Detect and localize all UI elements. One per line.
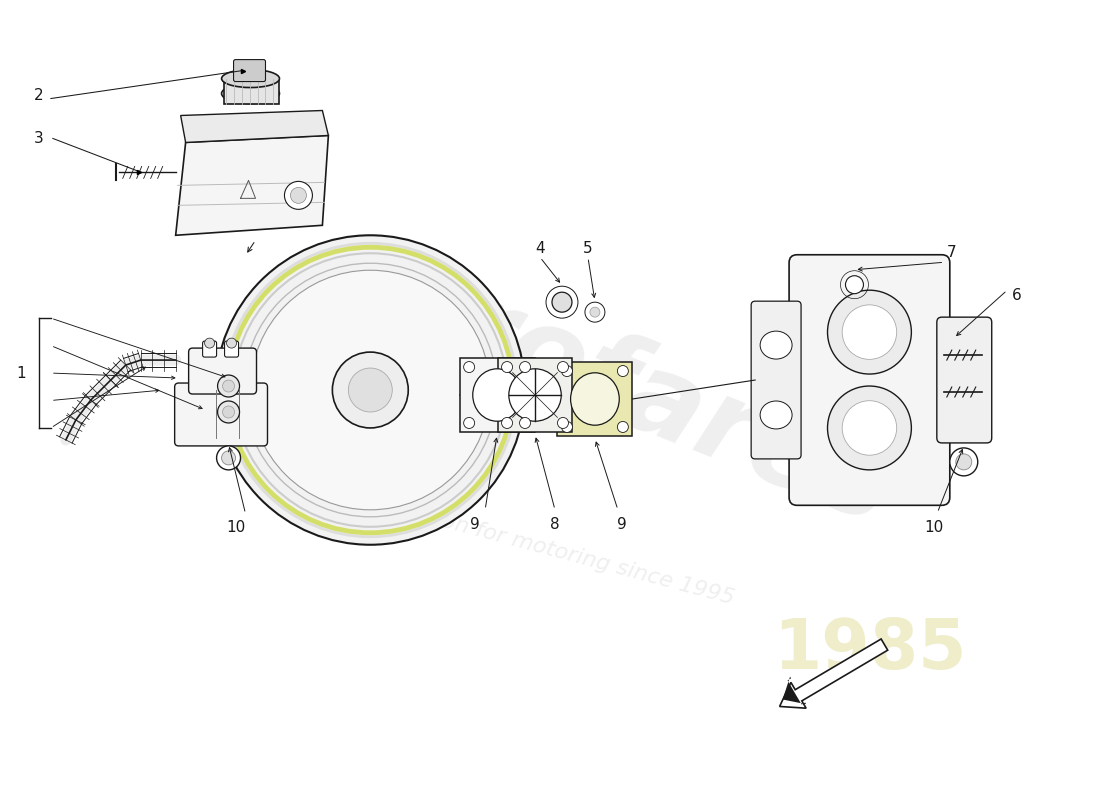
Bar xyxy=(497,358,572,433)
Circle shape xyxy=(617,366,628,377)
Ellipse shape xyxy=(221,70,279,87)
Ellipse shape xyxy=(760,331,792,359)
Text: eurofares: eurofares xyxy=(292,213,909,548)
Text: 7: 7 xyxy=(946,245,956,260)
Circle shape xyxy=(217,446,241,470)
FancyBboxPatch shape xyxy=(188,348,256,394)
Circle shape xyxy=(290,187,307,203)
Circle shape xyxy=(218,375,240,397)
Circle shape xyxy=(561,366,572,377)
FancyBboxPatch shape xyxy=(224,341,239,357)
Circle shape xyxy=(827,386,912,470)
Circle shape xyxy=(558,418,569,429)
Circle shape xyxy=(949,448,978,476)
Circle shape xyxy=(552,292,572,312)
Text: a passion for motoring since 1995: a passion for motoring since 1995 xyxy=(364,491,736,609)
FancyBboxPatch shape xyxy=(233,59,265,82)
Text: 9: 9 xyxy=(617,518,627,532)
Ellipse shape xyxy=(760,401,792,429)
Circle shape xyxy=(464,418,474,429)
Circle shape xyxy=(590,307,600,317)
Ellipse shape xyxy=(473,369,521,422)
Text: 1: 1 xyxy=(16,366,25,381)
Circle shape xyxy=(585,302,605,322)
FancyBboxPatch shape xyxy=(937,317,992,443)
Circle shape xyxy=(332,352,408,428)
Circle shape xyxy=(546,286,578,318)
Circle shape xyxy=(502,362,513,373)
Text: 5: 5 xyxy=(583,241,593,256)
Text: 2: 2 xyxy=(34,88,44,103)
FancyBboxPatch shape xyxy=(175,383,267,446)
Bar xyxy=(223,78,279,103)
Circle shape xyxy=(956,454,971,470)
Circle shape xyxy=(617,422,628,433)
Circle shape xyxy=(561,422,572,433)
Circle shape xyxy=(218,401,240,423)
Circle shape xyxy=(846,276,864,294)
Circle shape xyxy=(827,290,912,374)
Ellipse shape xyxy=(221,83,279,103)
Circle shape xyxy=(469,378,492,402)
Circle shape xyxy=(222,406,234,418)
Circle shape xyxy=(558,362,569,373)
Text: 9: 9 xyxy=(471,518,480,532)
Polygon shape xyxy=(180,110,329,142)
FancyBboxPatch shape xyxy=(202,341,217,357)
Polygon shape xyxy=(176,135,329,235)
FancyArrow shape xyxy=(780,639,888,708)
Circle shape xyxy=(519,418,530,429)
Circle shape xyxy=(205,338,214,348)
Text: 6: 6 xyxy=(1012,288,1022,302)
Text: 10: 10 xyxy=(925,520,944,535)
Ellipse shape xyxy=(571,373,619,426)
Circle shape xyxy=(843,305,896,359)
FancyBboxPatch shape xyxy=(751,301,801,459)
Circle shape xyxy=(251,270,491,510)
Text: 1985: 1985 xyxy=(772,616,966,683)
FancyBboxPatch shape xyxy=(789,254,949,506)
Circle shape xyxy=(509,369,561,422)
Text: 8: 8 xyxy=(550,518,560,532)
Bar xyxy=(558,362,632,437)
Circle shape xyxy=(464,362,474,373)
Circle shape xyxy=(502,418,513,429)
Circle shape xyxy=(221,451,235,465)
Circle shape xyxy=(222,380,234,392)
Circle shape xyxy=(519,362,530,373)
FancyArrow shape xyxy=(782,677,806,705)
Text: 4: 4 xyxy=(536,241,544,256)
Circle shape xyxy=(285,182,312,210)
Circle shape xyxy=(843,401,896,455)
Circle shape xyxy=(227,338,236,348)
Text: 3: 3 xyxy=(34,131,44,146)
Text: 10: 10 xyxy=(226,520,245,535)
Circle shape xyxy=(349,368,393,412)
Circle shape xyxy=(216,235,525,545)
Bar xyxy=(460,358,535,433)
